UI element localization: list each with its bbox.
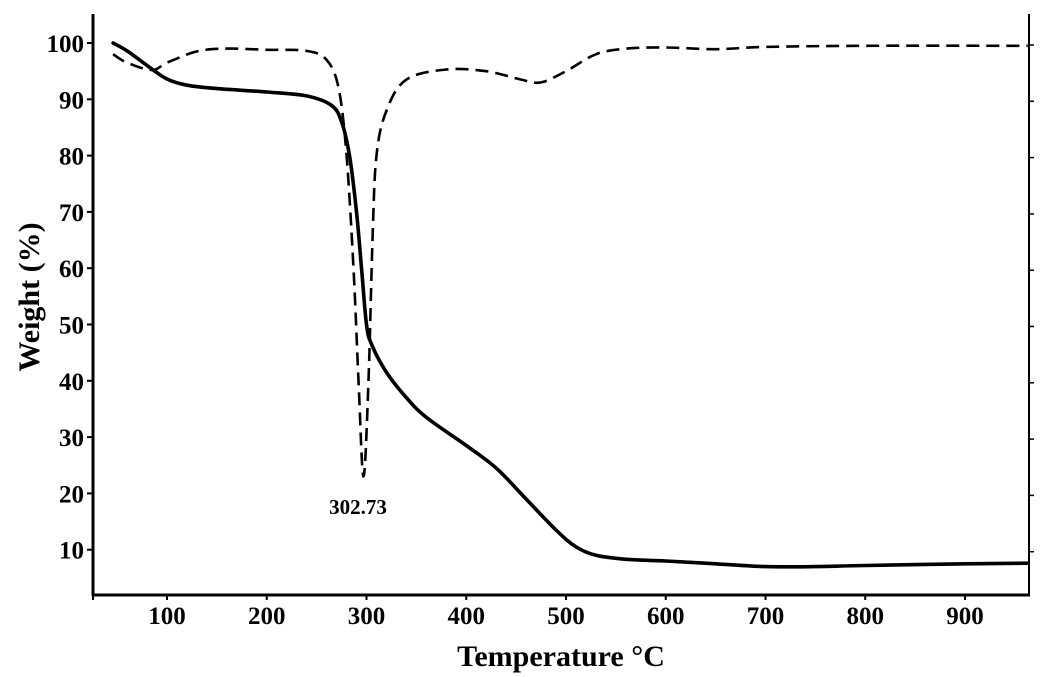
x-tick-label: 900: [946, 603, 984, 630]
y-tick-label: 20: [59, 481, 84, 508]
y-tick-label: 50: [59, 313, 84, 340]
x-tick-label: 700: [747, 603, 785, 630]
y-axis-title: Weight (%): [13, 222, 46, 371]
y-tick-label: 40: [59, 369, 84, 396]
y-tick-label: 100: [47, 31, 85, 58]
x-axis-title: Temperature °C: [457, 640, 665, 673]
x-tick-label: 200: [248, 603, 286, 630]
x-ticks: 100 200 300 400 500 600 700 800 900: [92, 595, 984, 630]
x-tick-label: 600: [647, 603, 685, 630]
series-layer: [111, 41, 1030, 569]
y-tick-label: 10: [59, 538, 84, 565]
x-tick-label: 800: [847, 603, 885, 630]
x-tick-label: 400: [448, 603, 486, 630]
annotations: 302.73: [329, 495, 387, 519]
y-ticks: 10 20 30 40 50 60 70 80 90 100: [47, 31, 93, 565]
right-axis-ticks: [1029, 44, 1034, 553]
x-tick-label: 300: [348, 603, 386, 630]
peak-temperature-label: 302.73: [329, 495, 387, 519]
x-tick-label: 100: [148, 603, 186, 630]
y-tick-label: 60: [59, 256, 84, 283]
y-tick-label: 30: [59, 425, 84, 452]
y-tick-label: 90: [59, 87, 84, 114]
plot-frame: [91, 14, 1030, 597]
y-tick-label: 80: [59, 144, 84, 171]
tga-curve: [111, 41, 1030, 569]
y-tick-label: 70: [59, 200, 84, 227]
x-tick-label: 500: [547, 603, 585, 630]
dtg-curve: [112, 44, 1028, 478]
